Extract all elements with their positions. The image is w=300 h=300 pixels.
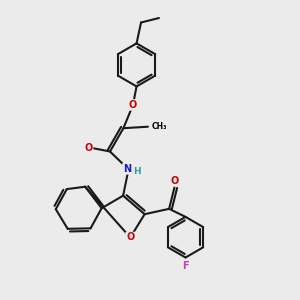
Text: H: H bbox=[133, 167, 141, 176]
Text: N: N bbox=[123, 164, 131, 174]
Text: O: O bbox=[126, 232, 134, 242]
Text: O: O bbox=[170, 176, 178, 186]
Text: CH₃: CH₃ bbox=[152, 122, 167, 131]
Text: F: F bbox=[182, 261, 189, 271]
Text: O: O bbox=[129, 100, 137, 110]
Text: O: O bbox=[84, 143, 93, 153]
